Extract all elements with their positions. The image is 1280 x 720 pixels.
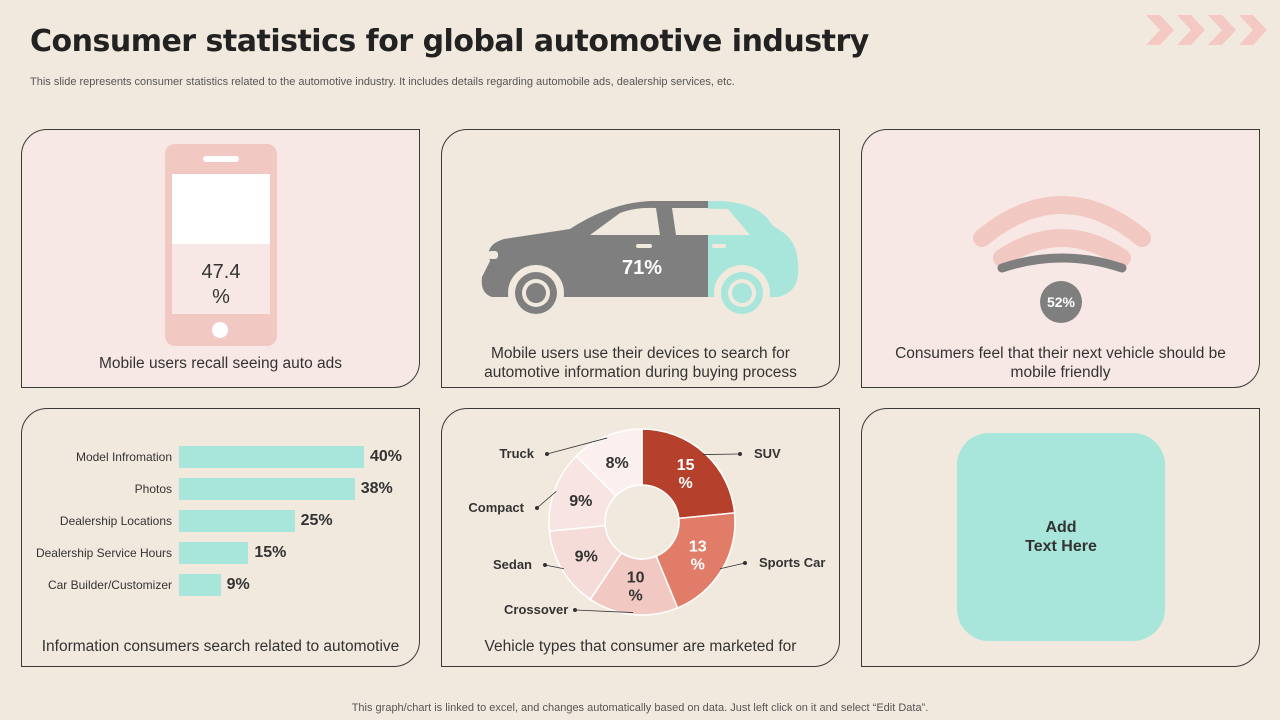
donut-slice <box>575 428 643 497</box>
bar-chart: Model Infromation 40% Photos 38% Dealership … <box>22 409 421 609</box>
donut-slice-value: 9% <box>569 493 592 510</box>
donut-leader-line <box>544 564 565 570</box>
donut-leader-line <box>546 437 608 455</box>
bar-category-label: Car Builder/Customizer <box>47 578 172 592</box>
phone-icon: 47.4 % <box>165 144 277 346</box>
donut-slice-value: 15% <box>677 457 695 492</box>
bar-chart-caption: Information consumers search related to … <box>41 638 400 655</box>
donut-slice-value: 9% <box>575 548 598 565</box>
bar-value-label: 25% <box>300 512 333 529</box>
page-subtitle: This slide represents consumer statistic… <box>30 76 735 88</box>
phone-screen-fill <box>172 174 270 244</box>
donut-chart-caption: Vehicle types that consumer are marketed… <box>484 638 797 655</box>
car-stat-card: 71% Mobile users use their devices to se… <box>441 129 840 388</box>
donut-slice-value: 10% <box>627 570 645 605</box>
donut-slice <box>655 512 736 609</box>
add-text-box[interactable]: Add Text Here <box>957 433 1165 641</box>
phone-stat-card: 47.4 % Mobile users recall seeing auto a… <box>21 129 420 388</box>
page-title: Consumer statistics for global automotiv… <box>30 24 869 59</box>
donut-chart: 15 % SUV 13% Sports Car 10 % Crossover 9% Sedan 9%… <box>468 428 825 617</box>
donut-category-label: Crossover <box>504 602 568 617</box>
wifi-stat-card: 52% Consumers feel that their next vehic… <box>861 129 1260 388</box>
car-icon <box>481 201 799 321</box>
bar <box>179 446 364 468</box>
bar <box>179 510 295 532</box>
bar-category-label: Photos <box>134 482 172 496</box>
wifi-icon <box>973 196 1151 273</box>
donut-category-label: Truck <box>499 446 534 461</box>
phone-screen: 47.4 % <box>172 174 270 314</box>
donut-category-label: SUV <box>754 446 781 461</box>
phone-caption: Mobile users recall seeing auto ads <box>99 355 342 372</box>
footer-note: This graph/chart is linked to excel, and… <box>351 702 929 714</box>
donut-category-label: Compact <box>468 500 524 515</box>
bar <box>179 542 249 564</box>
donut-chart-card: 15% SUV 13% Sports Car 10% Crossover 9% Sedan 9%… <box>441 408 840 667</box>
bar <box>179 478 355 500</box>
donut-leader-line <box>703 453 741 455</box>
donut-leader-line <box>719 562 746 570</box>
bar-value-label: 9% <box>226 576 250 593</box>
donut-leader-line <box>536 491 557 509</box>
donut-category-label: Sports Car <box>759 555 825 570</box>
car-value: 71% <box>621 257 663 279</box>
bar-category-label: Model Infromation <box>75 450 172 464</box>
chevron-arrows-icon <box>1146 15 1267 45</box>
bar-value-label: 38% <box>360 480 393 497</box>
placeholder-card: Add Text Here <box>861 408 1260 667</box>
donut-slice <box>641 428 736 520</box>
wifi-value-badge: 52% <box>1040 281 1082 323</box>
bar-category-label: Dealership Service Hours <box>35 546 172 560</box>
donut-slice-value: 8% <box>606 455 629 472</box>
wifi-caption: Consumers feel that their next vehicle s… <box>895 345 1226 381</box>
bar-category-label: Dealership Locations <box>59 514 172 528</box>
bar-chart-card: Model Infromation 40% Photos 38% Dealership … <box>21 408 420 667</box>
donut-leader-line <box>574 609 634 613</box>
bar <box>179 574 221 596</box>
bar-value-label: 15% <box>254 544 287 561</box>
bar-value-label: 40% <box>370 448 403 465</box>
donut-category-label: Sedan <box>493 557 532 572</box>
car-caption: Mobile users use their devices to search… <box>484 345 797 381</box>
phone-value: 47.4 % <box>201 261 241 308</box>
phone-speaker <box>203 156 239 162</box>
donut-slice-value: 13% <box>689 538 707 573</box>
phone-home-button <box>212 322 228 338</box>
